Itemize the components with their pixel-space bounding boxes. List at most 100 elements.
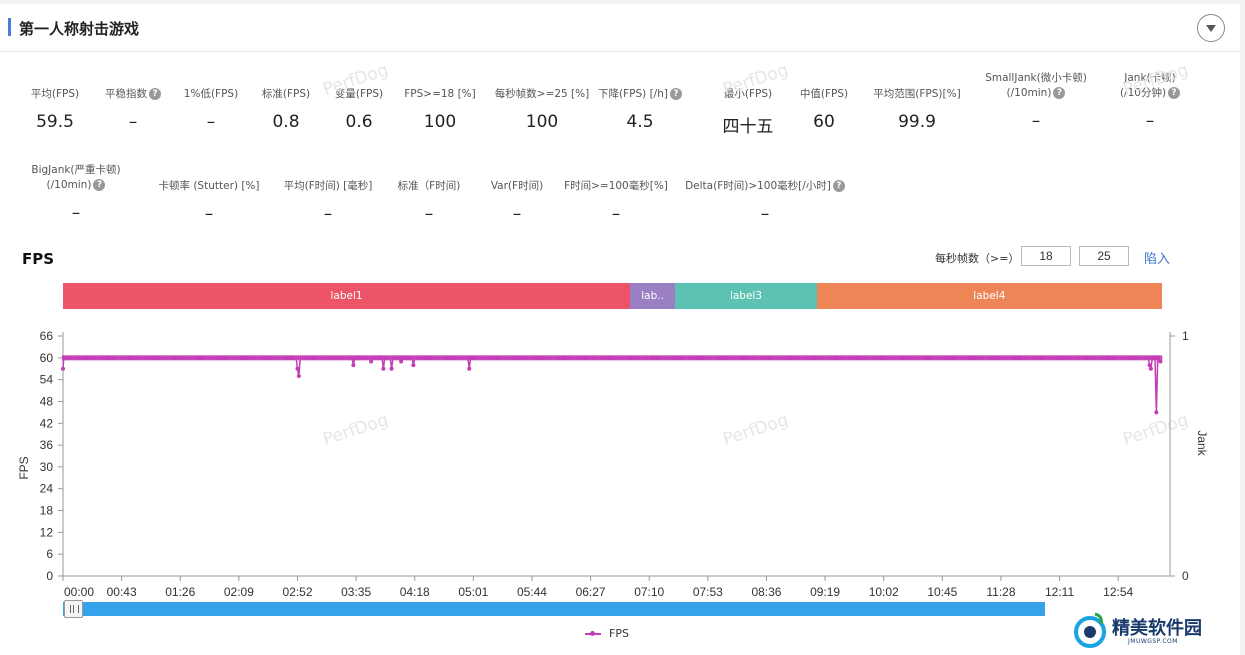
fps-sample-marker xyxy=(683,355,686,361)
fps-sample-marker xyxy=(726,355,729,361)
fps-dip-point xyxy=(61,366,65,371)
collapse-toggle-icon[interactable] xyxy=(1197,14,1225,42)
fps-sample-marker xyxy=(530,355,533,361)
fps-sample-marker xyxy=(1006,355,1009,361)
help-icon[interactable]: ? xyxy=(1053,87,1066,99)
fps-sample-marker xyxy=(697,355,700,361)
fps-sample-marker xyxy=(331,355,334,361)
fps-sample-marker xyxy=(282,355,285,361)
fps-sample-marker xyxy=(652,355,655,361)
help-icon[interactable]: ? xyxy=(1168,87,1181,99)
label-band-3[interactable]: label4 xyxy=(816,283,1162,309)
fps-sample-marker xyxy=(1086,355,1089,361)
fps-sample-marker xyxy=(213,355,216,361)
fps-sample-marker xyxy=(346,355,349,361)
fps-sample-marker xyxy=(939,355,942,361)
fps-sample-marker xyxy=(616,355,619,361)
fps-sample-marker xyxy=(317,355,320,361)
fps-dip-point xyxy=(1148,366,1153,371)
metric-label: 卡顿率 (Stutter) [%] xyxy=(158,180,260,192)
fps-sample-marker xyxy=(873,355,876,361)
fps-sample-marker xyxy=(1000,355,1003,361)
threshold-input-1[interactable] xyxy=(1021,246,1071,266)
fps-sample-marker xyxy=(475,355,478,361)
fps-sample-marker xyxy=(563,355,566,361)
metric-row1-0: 平均(FPS) 59.5 xyxy=(0,87,135,132)
fps-sample-marker xyxy=(172,355,175,361)
fps-sample-marker xyxy=(350,355,353,361)
fps-sample-marker xyxy=(1131,355,1134,361)
timeline-slider-handle[interactable] xyxy=(64,600,83,618)
fps-sample-marker xyxy=(219,355,222,361)
help-icon[interactable]: ? xyxy=(93,179,106,191)
metric-value: – xyxy=(323,204,333,224)
fps-sample-marker xyxy=(121,355,124,361)
fps-sample-marker xyxy=(761,355,764,361)
fps-sample-marker xyxy=(802,355,805,361)
fps-sample-marker xyxy=(1117,355,1120,361)
help-icon[interactable]: ? xyxy=(832,180,845,192)
import-link[interactable]: 陷入 xyxy=(1144,252,1171,267)
fps-sample-marker xyxy=(503,355,506,361)
fps-sample-marker xyxy=(127,355,130,361)
header-accent-bar xyxy=(8,18,11,36)
fps-sample-marker xyxy=(387,355,390,361)
fps-sample-marker xyxy=(1023,355,1026,361)
timeline-slider-track[interactable] xyxy=(63,602,1045,616)
y2-axis-label: Jank xyxy=(1195,430,1209,456)
fps-sample-marker xyxy=(1145,355,1148,361)
fps-sample-marker xyxy=(845,355,848,361)
fps-sample-marker xyxy=(1129,355,1132,361)
fps-sample-marker xyxy=(137,355,140,361)
fps-sample-marker xyxy=(626,355,629,361)
fps-sample-marker xyxy=(906,355,909,361)
fps-sample-marker xyxy=(178,355,181,361)
fps-sample-marker xyxy=(841,355,844,361)
fps-sample-marker xyxy=(691,355,694,361)
fps-sample-marker xyxy=(622,355,625,361)
fps-sample-marker xyxy=(1049,355,1052,361)
fps-sample-marker xyxy=(434,355,437,361)
fps-sample-marker xyxy=(1057,355,1060,361)
fps-sample-marker xyxy=(1053,355,1056,361)
label-band-0[interactable]: label1 xyxy=(63,283,631,309)
fps-sample-marker xyxy=(256,355,259,361)
fps-sample-marker xyxy=(927,355,930,361)
fps-sample-marker xyxy=(223,355,226,361)
help-icon[interactable]: ? xyxy=(149,88,161,100)
fps-sample-marker xyxy=(947,355,950,361)
x-tick-label: 00:00 xyxy=(64,585,94,599)
y-tick-label: 30 xyxy=(40,460,54,474)
metric-row2-5: F时间>=100毫秒[%] – xyxy=(536,179,696,224)
fps-sample-marker xyxy=(358,355,361,361)
fps-sample-marker xyxy=(305,355,308,361)
fps-dip-point xyxy=(389,366,394,371)
fps-sample-marker xyxy=(374,355,377,361)
fps-sample-marker xyxy=(321,355,324,361)
fps-sample-marker xyxy=(460,355,463,361)
fps-sample-marker xyxy=(910,355,913,361)
metric-label: BigJank(严重卡顿) xyxy=(31,164,121,176)
threshold-input-2[interactable] xyxy=(1079,246,1129,266)
fps-sample-marker xyxy=(446,355,449,361)
chart-legend[interactable]: FPS xyxy=(585,627,629,640)
fps-sample-marker xyxy=(763,355,766,361)
fps-sample-marker xyxy=(620,355,623,361)
fps-sample-marker xyxy=(270,355,273,361)
fps-sample-marker xyxy=(918,355,921,361)
label-band-2[interactable]: label3 xyxy=(675,283,817,309)
fps-sample-marker xyxy=(186,355,189,361)
metric-value: – xyxy=(424,204,434,224)
fps-sample-marker xyxy=(888,355,891,361)
fps-sample-marker xyxy=(426,355,429,361)
fps-sample-marker xyxy=(573,355,576,361)
fps-sample-marker xyxy=(1139,355,1142,361)
fps-sample-marker xyxy=(955,355,958,361)
fps-sample-marker xyxy=(1004,355,1007,361)
fps-sample-marker xyxy=(239,355,242,361)
fps-sample-marker xyxy=(875,355,878,361)
help-icon[interactable]: ? xyxy=(669,88,682,100)
label-band-1[interactable]: lab.. xyxy=(630,283,676,309)
metric-value: – xyxy=(760,204,770,224)
fps-sample-marker xyxy=(309,355,312,361)
